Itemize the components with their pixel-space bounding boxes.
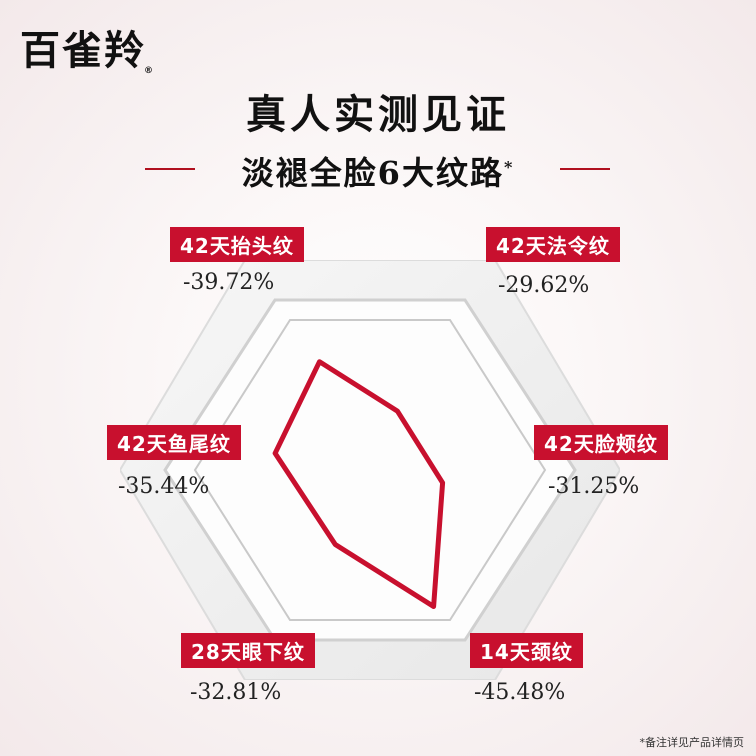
radar-chart [118, 259, 622, 681]
brand-name: 百雀羚 [20, 28, 146, 74]
value-under-eye-lines: -32.81% [190, 680, 282, 705]
registered-mark: ® [144, 66, 155, 76]
label-forehead-lines: 42天抬头纹 [170, 227, 304, 262]
subtitle-text: 淡褪全脸6大纹路 [241, 154, 504, 192]
subtitle-divider-right [560, 168, 610, 170]
radar-svg [118, 259, 622, 681]
value-forehead-lines: -39.72% [183, 270, 275, 295]
value-crows-feet: -35.44% [118, 474, 210, 499]
subtitle-divider-left [145, 168, 195, 170]
brand-logo: 百雀羚® [20, 18, 155, 76]
value-nasolabial-lines: -29.62% [498, 273, 590, 298]
page-subtitle: 淡褪全脸6大纹路* [0, 148, 756, 194]
page-title: 真人实测见证 [246, 91, 510, 138]
label-cheek-lines: 42天脸颊纹 [534, 425, 668, 460]
value-cheek-lines: -31.25% [548, 474, 640, 499]
hexagon-middle [163, 298, 577, 642]
label-crows-feet: 42天鱼尾纹 [107, 425, 241, 460]
radar-series-polygon [272, 359, 446, 609]
hexagon-inner [193, 319, 547, 621]
label-neck-lines: 14天颈纹 [470, 633, 583, 668]
footnote: *备注详见产品详情页 [639, 736, 745, 749]
subtitle-footnote-mark: * [503, 157, 515, 177]
label-under-eye-lines: 28天眼下纹 [181, 633, 315, 668]
label-nasolabial-lines: 42天法令纹 [486, 227, 620, 262]
value-neck-lines: -45.48% [474, 680, 566, 705]
